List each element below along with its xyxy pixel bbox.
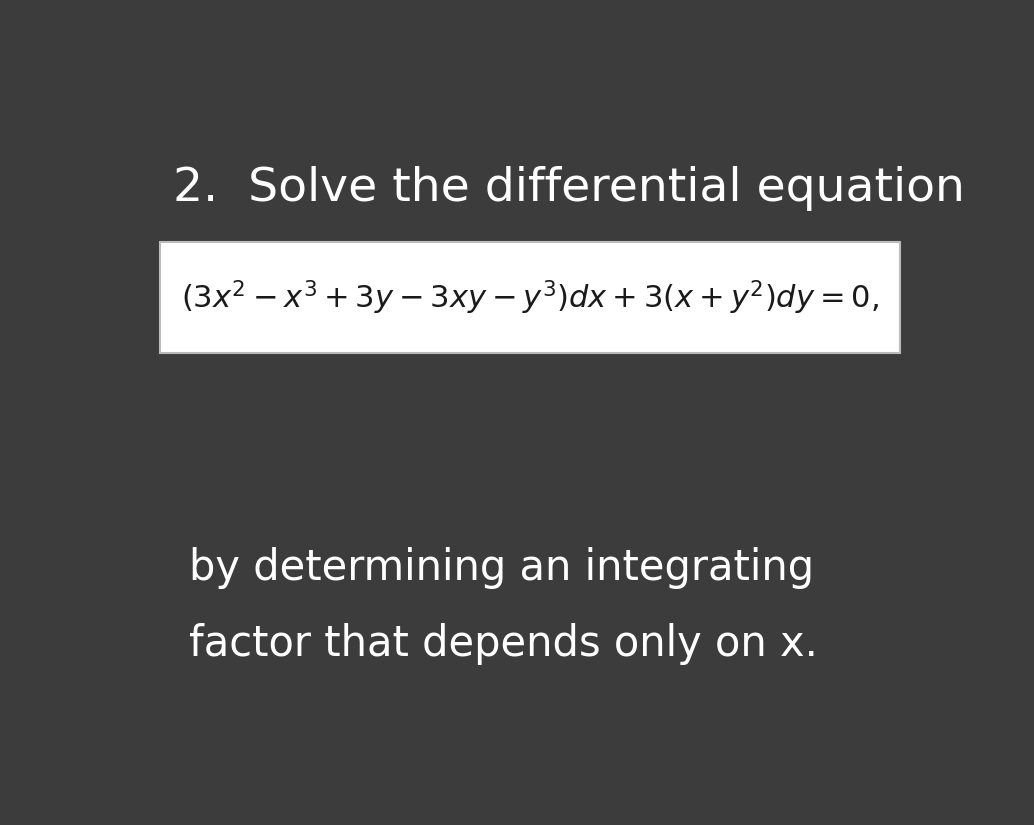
Text: by determining an integrating: by determining an integrating — [189, 547, 815, 589]
Text: factor that depends only on x.: factor that depends only on x. — [189, 623, 818, 665]
Text: $(3x^2 - x^3 + 3y - 3xy - y^3)dx + 3(x + y^2)dy = 0,$: $(3x^2 - x^3 + 3y - 3xy - y^3)dx + 3(x +… — [181, 278, 879, 317]
FancyBboxPatch shape — [159, 242, 901, 353]
Text: 2.  Solve the differential equation: 2. Solve the differential equation — [174, 166, 965, 210]
